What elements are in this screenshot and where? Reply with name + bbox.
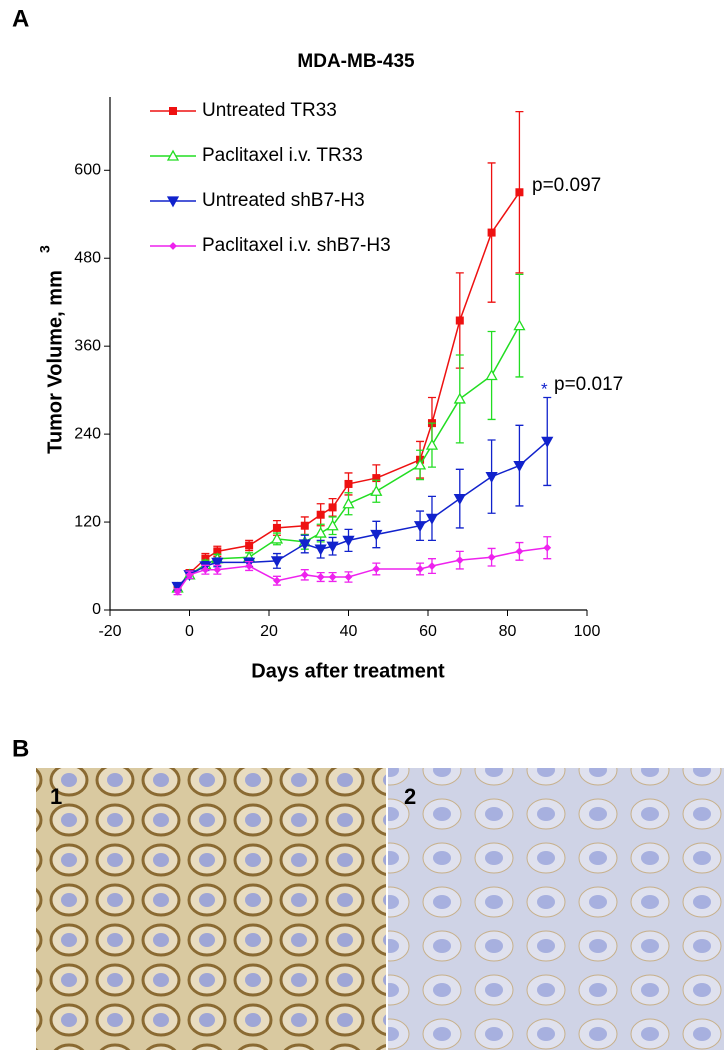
annotation: p=0.017 (554, 374, 623, 395)
y-tick-label: 120 (74, 513, 101, 530)
marker (485, 369, 498, 381)
marker (270, 556, 284, 568)
marker (211, 557, 224, 569)
legend-marker (166, 196, 180, 208)
marker (413, 521, 427, 533)
marker (328, 503, 337, 512)
marker (300, 570, 309, 579)
x-tick-label: 0 (185, 623, 194, 640)
marker (543, 543, 552, 552)
marker (326, 519, 339, 531)
marker (272, 523, 281, 532)
marker (453, 493, 466, 505)
marker (370, 484, 383, 496)
marker (425, 513, 439, 525)
marker (455, 316, 464, 325)
y-axis-label: Tumor Volume, mm (44, 270, 66, 454)
marker (428, 562, 436, 570)
y-tick-label: 480 (74, 249, 101, 266)
marker (300, 521, 309, 530)
marker (342, 535, 355, 547)
marker (316, 573, 325, 581)
y-tick-label: 240 (74, 425, 101, 442)
legend-label: Paclitaxel i.v. shB7-H3 (202, 235, 391, 256)
micrograph (388, 768, 724, 1050)
chart-title: MDA-MB-435 (297, 51, 415, 72)
image-label: 2 (404, 784, 416, 809)
marker (370, 529, 383, 541)
x-tick-label: -20 (98, 623, 121, 640)
series (173, 536, 552, 596)
marker (314, 544, 327, 556)
y-tick-label: 0 (92, 601, 101, 618)
legend-marker (169, 107, 177, 115)
marker (344, 573, 353, 581)
marker (314, 526, 327, 538)
marker (273, 576, 281, 585)
marker (455, 556, 464, 565)
marker (173, 587, 182, 596)
marker (316, 510, 325, 519)
marker (344, 479, 353, 488)
marker (213, 547, 222, 556)
x-axis-label: Days after treatment (251, 660, 445, 682)
panel-label: B (12, 735, 29, 762)
marker (425, 438, 439, 450)
series (171, 273, 526, 593)
marker (270, 532, 284, 544)
image-label: 1 (50, 784, 62, 809)
marker (185, 570, 194, 579)
marker (328, 573, 337, 581)
legend-label: Untreated TR33 (202, 100, 337, 121)
marker (342, 497, 355, 509)
panel-label: A (12, 5, 29, 32)
y-axis-label-superscript: 3 (37, 245, 53, 253)
legend-marker (166, 149, 180, 161)
x-tick-label: 60 (419, 623, 437, 640)
marker (326, 541, 339, 553)
series-line (176, 191, 521, 589)
marker (201, 565, 210, 574)
legend-label: Untreated shB7-H3 (202, 190, 365, 211)
y-tick-label: 360 (74, 337, 101, 354)
marker (487, 228, 496, 237)
marker (245, 562, 254, 570)
x-tick-label: 100 (574, 623, 601, 640)
marker (513, 460, 526, 472)
marker (413, 458, 427, 470)
marker (515, 547, 524, 556)
marker (487, 553, 496, 562)
marker (298, 539, 311, 551)
micrograph (36, 768, 386, 1050)
series (173, 111, 524, 593)
marker (515, 188, 524, 197)
series (171, 396, 554, 593)
marker (541, 436, 554, 448)
marker (213, 565, 222, 574)
marker (513, 319, 526, 331)
x-tick-label: 40 (340, 623, 358, 640)
marker (372, 565, 381, 573)
legend-marker (169, 242, 177, 250)
annotation: p=0.097 (532, 175, 601, 196)
x-tick-label: 80 (499, 623, 517, 640)
x-tick-label: 20 (260, 623, 278, 640)
marker (453, 392, 466, 404)
marker (245, 541, 254, 550)
marker (372, 474, 381, 483)
legend-label: Paclitaxel i.v. TR33 (202, 145, 363, 166)
marker (416, 565, 424, 573)
annotation: * (541, 379, 548, 398)
y-tick-label: 600 (74, 162, 101, 179)
marker (485, 471, 498, 483)
